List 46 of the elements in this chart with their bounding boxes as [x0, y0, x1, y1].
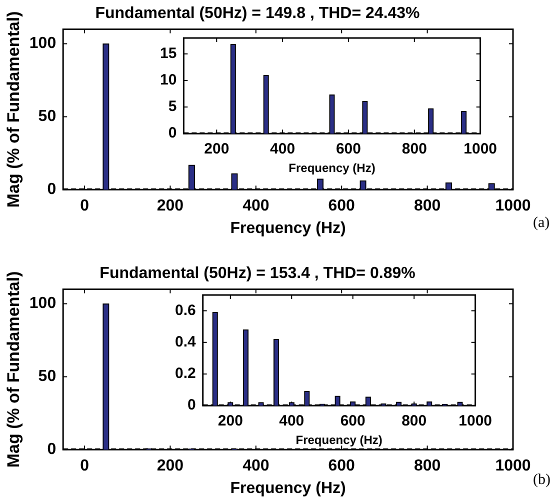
y-tick-label: 15 — [160, 45, 177, 62]
text: (b) — [533, 472, 550, 489]
x-tick-label: 800 — [402, 412, 427, 430]
y-tick-label: 50 — [38, 108, 56, 126]
x-tick-label: 1000 — [495, 458, 531, 475]
x-tick-label: 1000 — [458, 412, 492, 430]
x-tick-label: 600 — [328, 458, 356, 475]
y-tick-label: 0.4 — [174, 334, 196, 351]
x-tick-label: 400 — [279, 412, 304, 430]
x-tick-label: 800 — [402, 140, 427, 158]
y-tick-label: 100 — [29, 35, 56, 52]
x-axis-title: Frequency (Hz) — [296, 433, 382, 448]
x-tick-label: 1000 — [495, 198, 531, 215]
x-tick-label: 600 — [336, 140, 361, 158]
y-tick-label: 50 — [38, 368, 56, 386]
y-tick-label: 0.6 — [174, 302, 196, 319]
x-axis-title: Frequency (Hz) — [230, 220, 346, 237]
x-tick-label: 200 — [156, 458, 184, 475]
chart-title: Fundamental (50Hz) = 149.8 , THD= 24.43% — [95, 5, 420, 22]
y-tick-label: 5 — [168, 98, 177, 116]
y-tick-label: 0.2 — [174, 365, 196, 382]
y-tick-label: 0 — [168, 124, 177, 142]
x-tick-label: 200 — [204, 140, 230, 158]
y-tick-label: 10 — [160, 72, 177, 89]
chart-title: Fundamental (50Hz) = 153.4 , THD= 0.89% — [100, 265, 416, 282]
y-axis-title: Mag (% of Fundamental) — [4, 11, 23, 208]
x-tick-label: 600 — [340, 412, 366, 430]
x-tick-label: 0 — [80, 458, 90, 475]
x-tick-label: 200 — [156, 198, 184, 215]
x-tick-label: 0 — [80, 198, 90, 215]
x-axis-title: Frequency (Hz) — [288, 161, 376, 176]
y-axis-title: Mag (% of Fundamental) — [4, 271, 23, 468]
x-tick-label: 800 — [414, 198, 441, 215]
x-tick-label: 200 — [218, 412, 243, 430]
y-tick-label: 100 — [29, 295, 56, 312]
x-tick-label: 400 — [242, 198, 270, 215]
x-tick-label: 1000 — [464, 140, 498, 158]
y-tick-label: 0 — [188, 396, 196, 414]
x-tick-label: 600 — [328, 198, 356, 215]
text: (a) — [533, 215, 550, 232]
x-axis-title: Frequency (Hz) — [230, 480, 346, 497]
y-tick-label: 0 — [47, 441, 56, 458]
y-tick-label: 0 — [47, 181, 56, 198]
x-tick-label: 800 — [414, 458, 441, 475]
x-tick-label: 400 — [270, 140, 296, 158]
x-tick-label: 400 — [242, 458, 270, 475]
